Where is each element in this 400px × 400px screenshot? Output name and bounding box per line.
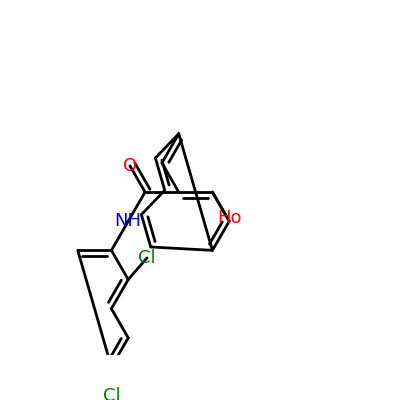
Text: Cl: Cl: [102, 387, 120, 400]
Text: Ho: Ho: [217, 209, 242, 227]
Text: O: O: [123, 157, 137, 175]
Text: NH: NH: [115, 212, 142, 230]
Text: Cl: Cl: [138, 249, 156, 267]
